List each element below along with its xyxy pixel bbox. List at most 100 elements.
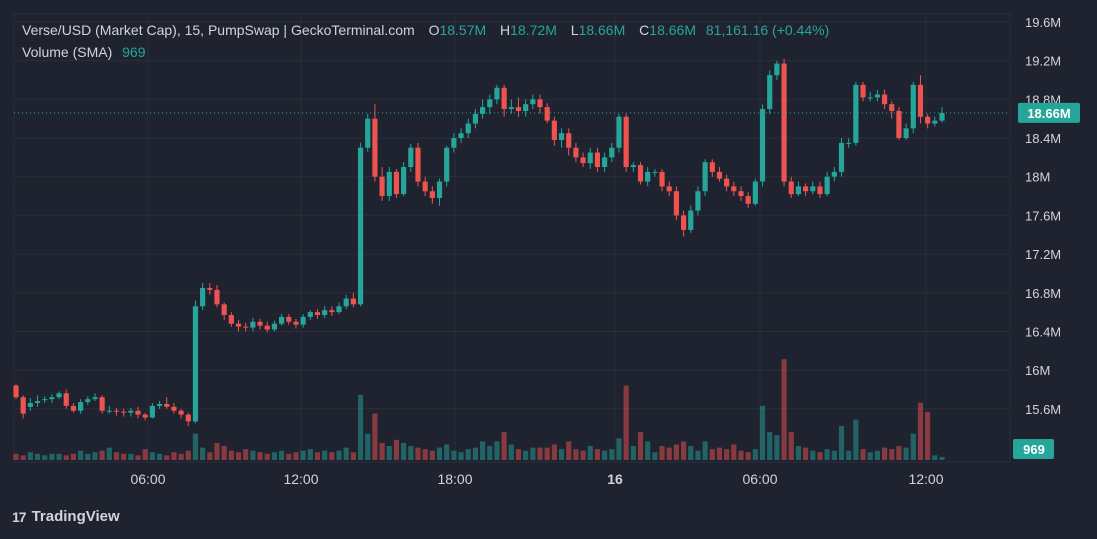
volume-bar (573, 449, 579, 460)
candle-body (530, 99, 536, 105)
volume-bar (781, 359, 787, 460)
volume-bar (393, 439, 400, 460)
candle-body (702, 162, 708, 192)
candle-body (867, 97, 873, 99)
candle-body (652, 171, 658, 173)
candle-body (156, 403, 163, 406)
candle-body (444, 147, 450, 182)
volume-bar (566, 441, 572, 460)
candles (13, 58, 945, 427)
volume-bar (235, 452, 242, 460)
volume-bar (386, 446, 392, 460)
volume-bar (530, 447, 536, 460)
volume-bar (357, 394, 364, 460)
candle-body (401, 167, 407, 195)
candle-body (235, 323, 242, 327)
candle-body (508, 107, 514, 110)
x-tick-label: 06:00 (742, 471, 777, 487)
volume-bar (558, 449, 565, 460)
volume-bar (587, 446, 593, 460)
volume-bar (609, 449, 615, 460)
candle-body (228, 315, 234, 324)
candle-body (300, 316, 306, 325)
volume-bar (939, 456, 945, 460)
candle-body (745, 196, 751, 204)
volume-bar (121, 453, 127, 460)
volume-bar (415, 447, 421, 460)
candle-body (558, 133, 565, 140)
volume-bar (652, 452, 658, 460)
volume-bar (85, 453, 91, 460)
candle-body (250, 321, 256, 328)
candle-body (13, 385, 19, 398)
candle-body (121, 411, 127, 413)
volume-bar (13, 453, 19, 460)
candle-body (34, 401, 41, 403)
volume-bar (271, 452, 278, 460)
volume-bar (49, 453, 55, 460)
volume-bar (602, 450, 608, 460)
volume-bar (343, 447, 349, 460)
volume-bar (63, 455, 69, 460)
candle-body (171, 406, 177, 411)
candle-body (910, 84, 916, 129)
volume-bar (487, 446, 493, 460)
volume-bar (889, 449, 895, 460)
volume-value: 969 (122, 44, 146, 60)
volume-bar (286, 453, 292, 460)
volume-bar (824, 449, 830, 460)
candle-body (680, 215, 687, 230)
candle-body (738, 191, 744, 197)
candle-body (932, 120, 938, 124)
y-tick-label: 16M (1025, 363, 1050, 378)
volume-bar (831, 450, 837, 460)
candle-body (372, 118, 378, 177)
close-label: C (639, 22, 650, 38)
candle-body (264, 325, 270, 330)
candle-body (688, 210, 694, 230)
candle-body (824, 176, 830, 195)
y-tick-label: 17.6M (1025, 208, 1061, 223)
volume-bar (759, 405, 766, 460)
volume-bar (881, 447, 888, 460)
volume-bar (724, 449, 730, 460)
tradingview-branding[interactable]: 17 TradingView (12, 508, 120, 525)
x-tick-label: 12:00 (283, 471, 318, 487)
candle-body (587, 152, 593, 164)
candle-body (185, 414, 191, 422)
candle-body (458, 133, 464, 139)
price-axis[interactable]: 19.6M19.2M18.8M18.4M18M17.6M17.2M16.8M16… (1025, 15, 1061, 417)
candle-body (803, 186, 809, 192)
candle-body (645, 171, 651, 182)
volume-bar (860, 449, 866, 460)
candle-body (465, 123, 471, 134)
candle-body (487, 99, 493, 108)
close-value: 18.66M (649, 22, 696, 38)
candle-body (128, 410, 134, 413)
volume-bar (580, 450, 586, 460)
volume-legend: Volume (SMA) 969 (22, 44, 146, 60)
volume-bar (142, 449, 148, 460)
candle-body (149, 405, 155, 418)
volume-bar (243, 449, 249, 460)
candle-body (106, 410, 112, 412)
candle-body (350, 298, 356, 305)
volume-bar (803, 447, 809, 460)
candle-body (515, 107, 522, 111)
volume-bar (594, 449, 601, 460)
candle-body (393, 171, 400, 195)
volume-bar (214, 442, 220, 460)
candle-body (472, 113, 478, 124)
volume-bar (336, 450, 342, 460)
candle-body (49, 397, 55, 400)
volume-bar (171, 452, 177, 460)
candle-body (881, 94, 888, 105)
volume-bar (329, 452, 335, 460)
volume-bar (307, 449, 313, 460)
volume-bar (451, 450, 457, 460)
candle-body (200, 287, 206, 307)
volume-bar (92, 452, 98, 460)
time-axis[interactable]: 06:00 12:00 18:00 16 06:00 12:00 (130, 471, 943, 487)
volume-bar (365, 433, 371, 460)
volume-bar (99, 450, 105, 460)
